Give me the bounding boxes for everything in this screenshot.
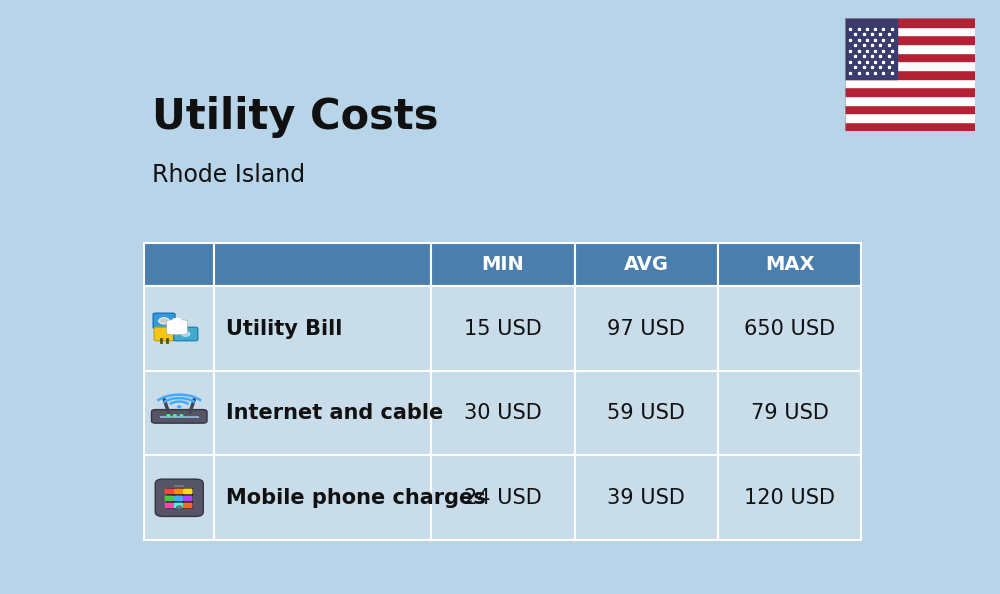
Text: 650 USD: 650 USD (744, 318, 835, 339)
Text: Internet and cable: Internet and cable (226, 403, 443, 423)
FancyBboxPatch shape (174, 488, 183, 494)
Circle shape (182, 331, 190, 336)
FancyBboxPatch shape (154, 327, 175, 341)
FancyBboxPatch shape (214, 243, 431, 286)
Bar (845, 70, 975, 78)
Text: Rhode Island: Rhode Island (152, 163, 305, 187)
FancyBboxPatch shape (214, 286, 431, 371)
FancyBboxPatch shape (718, 456, 861, 540)
FancyBboxPatch shape (174, 495, 183, 501)
FancyBboxPatch shape (574, 243, 718, 286)
Bar (845, 18, 975, 27)
Bar (845, 52, 975, 61)
FancyBboxPatch shape (214, 456, 431, 540)
FancyBboxPatch shape (574, 371, 718, 456)
Circle shape (167, 415, 170, 416)
FancyBboxPatch shape (152, 410, 207, 423)
FancyBboxPatch shape (183, 495, 193, 501)
Text: 59 USD: 59 USD (607, 403, 685, 423)
Bar (845, 18, 897, 78)
Text: MIN: MIN (481, 255, 524, 274)
FancyBboxPatch shape (144, 243, 214, 286)
Bar (845, 122, 975, 131)
Text: 39 USD: 39 USD (607, 488, 685, 508)
FancyBboxPatch shape (165, 488, 174, 494)
Circle shape (173, 318, 181, 324)
Circle shape (178, 406, 181, 407)
Text: 97 USD: 97 USD (607, 318, 685, 339)
FancyBboxPatch shape (174, 327, 198, 341)
FancyBboxPatch shape (174, 503, 183, 508)
FancyBboxPatch shape (183, 488, 193, 494)
Bar (845, 96, 975, 105)
FancyBboxPatch shape (166, 488, 193, 509)
FancyBboxPatch shape (718, 371, 861, 456)
Text: MAX: MAX (765, 255, 814, 274)
FancyBboxPatch shape (160, 416, 199, 418)
Text: 30 USD: 30 USD (464, 403, 542, 423)
Text: Utility Costs: Utility Costs (152, 96, 439, 138)
FancyBboxPatch shape (183, 503, 193, 508)
Circle shape (159, 318, 169, 324)
FancyBboxPatch shape (165, 503, 174, 508)
FancyBboxPatch shape (144, 456, 214, 540)
FancyBboxPatch shape (574, 286, 718, 371)
Text: 120 USD: 120 USD (744, 488, 835, 508)
FancyBboxPatch shape (165, 495, 174, 501)
Bar (845, 27, 975, 35)
FancyBboxPatch shape (214, 371, 431, 456)
Circle shape (180, 415, 183, 416)
Text: Utility Bill: Utility Bill (226, 318, 342, 339)
FancyBboxPatch shape (431, 286, 574, 371)
FancyBboxPatch shape (144, 286, 214, 371)
Text: 79 USD: 79 USD (751, 403, 829, 423)
FancyBboxPatch shape (431, 456, 574, 540)
FancyBboxPatch shape (153, 313, 175, 328)
FancyBboxPatch shape (718, 286, 861, 371)
Text: 24 USD: 24 USD (464, 488, 542, 508)
Bar (845, 113, 975, 122)
Bar (845, 44, 975, 52)
FancyBboxPatch shape (155, 479, 203, 516)
Text: AVG: AVG (624, 255, 669, 274)
Bar (845, 61, 975, 70)
Circle shape (176, 505, 182, 509)
FancyBboxPatch shape (174, 485, 184, 487)
Text: 15 USD: 15 USD (464, 318, 542, 339)
FancyBboxPatch shape (167, 320, 187, 334)
FancyBboxPatch shape (144, 371, 214, 456)
FancyBboxPatch shape (718, 243, 861, 286)
FancyBboxPatch shape (574, 456, 718, 540)
Text: Mobile phone charges: Mobile phone charges (226, 488, 486, 508)
Bar (845, 35, 975, 44)
Bar (845, 87, 975, 96)
Bar (845, 105, 975, 113)
Bar (845, 78, 975, 87)
Circle shape (174, 415, 176, 416)
FancyBboxPatch shape (431, 243, 574, 286)
FancyBboxPatch shape (431, 371, 574, 456)
